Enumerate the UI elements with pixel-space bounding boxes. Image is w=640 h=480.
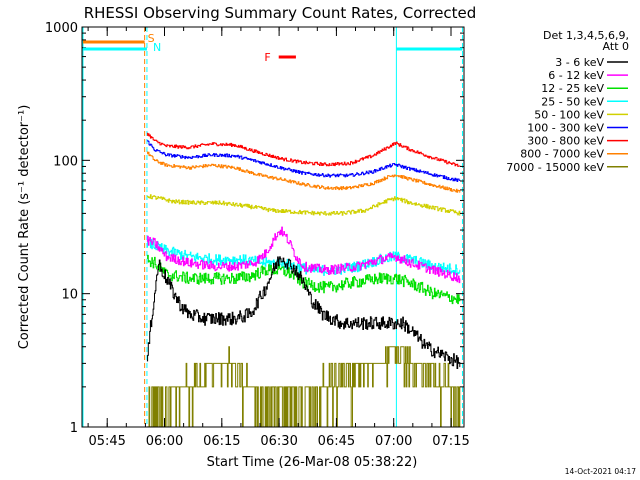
series-line-7000-15000-kev <box>146 346 461 427</box>
x-tick-label: 07:15 <box>432 434 469 449</box>
x-tick-label: 06:00 <box>146 434 183 449</box>
footer-date: 14-Oct-2021 04:17 <box>565 467 636 476</box>
y-tick-label: 1000 <box>45 21 78 36</box>
y-tick-label: 100 <box>53 154 78 169</box>
legend-label-50-100-kev: 50 - 100 keV <box>534 108 604 121</box>
legend-header-line1: Det 1,3,4,5,6,9, <box>543 29 629 42</box>
legend-label-300-800-kev: 300 - 800 keV <box>527 135 604 148</box>
chart-title: RHESSI Observing Summary Count Rates, Co… <box>84 4 477 22</box>
legend-label-800-7000-kev: 800 - 7000 keV <box>520 148 604 161</box>
series-line-6-12-kev <box>146 226 461 284</box>
series-line-25-50-kev <box>146 238 461 276</box>
series-line-3-6-kev <box>146 256 461 369</box>
y-axis: 1 10 100 1000 <box>45 21 464 436</box>
series-line-50-100-kev <box>146 194 461 216</box>
x-axis: 05:45 06:00 06:15 06:30 06:45 07:00 07:15 <box>87 27 470 449</box>
flag-label-saa: S <box>148 32 155 45</box>
y-axis-label: Corrected Count Rate (s⁻¹ detector⁻¹) <box>17 105 32 350</box>
legend-label-7000-15000-kev: 7000 - 15000 keV <box>506 161 604 174</box>
legend-label-3-6-kev: 3 - 6 keV <box>555 56 604 69</box>
y-tick-label: 10 <box>61 288 78 303</box>
series-line-100-300-kev <box>146 140 461 182</box>
series-line-300-800-kev <box>146 132 461 167</box>
flag-label-night: N <box>153 41 161 54</box>
legend-label-12-25-kev: 12 - 25 keV <box>541 82 604 95</box>
legend-label-100-300-kev: 100 - 300 keV <box>527 122 604 135</box>
x-axis-label: Start Time (26-Mar-08 05:38:22) <box>207 455 418 470</box>
y-tick-label: 1 <box>70 421 78 436</box>
x-tick-label: 05:45 <box>88 434 125 449</box>
flag-label-flare: F <box>264 51 270 64</box>
x-tick-label: 07:00 <box>375 434 412 449</box>
flag-markers: SN F <box>83 32 463 64</box>
x-tick-label: 06:45 <box>318 434 355 449</box>
legend-label-6-12-kev: 6 - 12 keV <box>548 69 604 82</box>
legend-header-line2: Att 0 <box>603 40 629 53</box>
legend-label-25-50-kev: 25 - 50 keV <box>541 95 604 108</box>
x-tick-label: 06:30 <box>260 434 297 449</box>
series-line-800-7000-kev <box>146 151 461 193</box>
plot-frame <box>81 26 465 428</box>
x-tick-label: 06:15 <box>203 434 240 449</box>
